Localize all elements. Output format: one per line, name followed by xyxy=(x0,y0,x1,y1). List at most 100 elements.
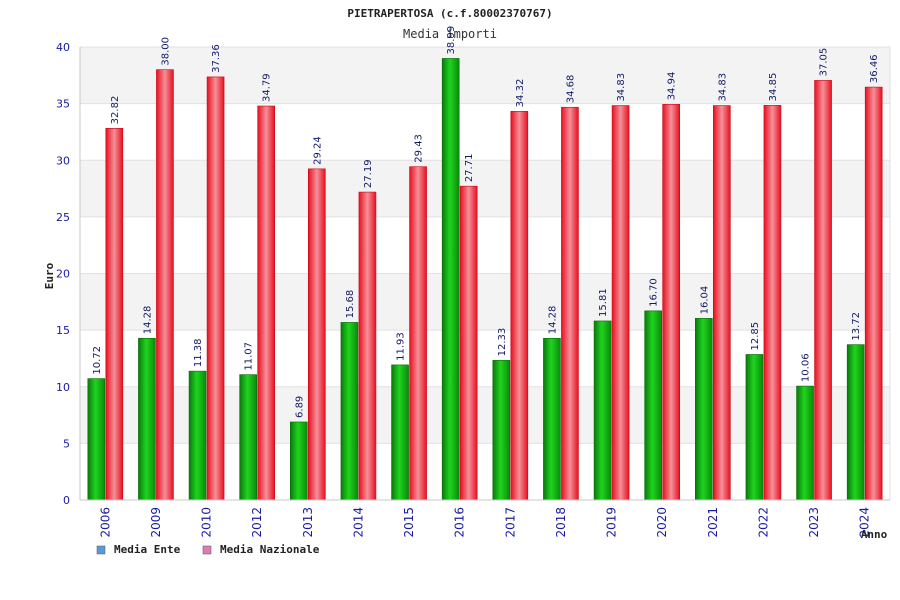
bar-media-ente xyxy=(340,322,359,501)
data-label: 34.32 xyxy=(515,79,526,108)
x-tick-label: 2020 xyxy=(655,507,669,538)
bar-media-nazionale xyxy=(105,128,124,501)
data-label: 37.05 xyxy=(819,48,830,77)
data-label: 34.94 xyxy=(667,72,678,101)
bar-media-ente xyxy=(188,370,207,501)
y-axis-label: Euro xyxy=(43,262,56,289)
legend-label-media-ente: Media Ente xyxy=(114,543,181,556)
bar-media-nazionale xyxy=(206,76,225,501)
bar-media-ente xyxy=(846,344,865,501)
bar-media-ente xyxy=(391,364,409,501)
y-axis-ticks: 0 5 10 15 20 25 30 35 40 xyxy=(56,41,70,507)
bar-media-nazionale xyxy=(308,168,326,501)
data-label: 12.33 xyxy=(497,328,508,357)
data-label: 32.82 xyxy=(110,96,121,125)
data-label: 12.85 xyxy=(750,322,761,351)
bar-media-ente xyxy=(593,320,612,501)
x-tick-label: 2018 xyxy=(554,507,568,538)
bar-media-nazionale xyxy=(611,105,630,501)
x-tick-label: 2013 xyxy=(301,507,315,538)
bar-media-ente xyxy=(290,421,308,501)
legend-swatch-media-nazionale xyxy=(202,545,212,555)
data-labels: 10.72 32.82 14.28 38.00 11.38 37.36 11.07 34.79… xyxy=(92,26,880,418)
x-tick-label: 2016 xyxy=(453,507,467,538)
data-label: 11.38 xyxy=(193,338,204,367)
x-tick-label: 2019 xyxy=(605,507,619,538)
data-label: 38.99 xyxy=(446,26,457,55)
data-label: 27.71 xyxy=(464,154,475,183)
data-label: 34.79 xyxy=(262,73,273,102)
bar-media-nazionale xyxy=(510,111,529,501)
x-axis-label: Anno xyxy=(861,528,888,541)
y-tick-label: 25 xyxy=(56,211,70,224)
bar-media-ente xyxy=(87,378,106,501)
bars xyxy=(87,58,883,501)
bar-media-ente xyxy=(138,337,156,501)
data-label: 34.83 xyxy=(717,73,728,102)
bar-media-ente xyxy=(441,58,460,501)
data-label: 37.36 xyxy=(211,44,222,73)
y-tick-label: 40 xyxy=(56,41,70,54)
bar-media-nazionale xyxy=(156,69,174,501)
data-label: 38.00 xyxy=(160,37,171,66)
bar-media-nazionale xyxy=(713,105,731,501)
bar-media-nazionale xyxy=(763,105,782,501)
data-label: 14.28 xyxy=(142,306,153,335)
bar-media-ente xyxy=(239,374,257,501)
data-label: 16.04 xyxy=(699,286,710,315)
y-tick-label: 15 xyxy=(56,324,70,337)
bar-media-nazionale xyxy=(257,105,275,501)
bar-media-ente xyxy=(644,310,662,501)
bar-media-ente xyxy=(492,360,511,501)
bar-media-ente xyxy=(543,337,561,501)
data-label: 27.19 xyxy=(363,159,374,188)
bar-media-nazionale xyxy=(561,106,579,501)
data-label: 10.06 xyxy=(801,353,812,382)
bar-media-ente xyxy=(745,354,764,501)
x-axis-ticks: 2006 2009 2010 2012 2013 2014 2015 2016 2017 2018… xyxy=(98,507,871,538)
x-tick-label: 2010 xyxy=(200,507,214,538)
data-label: 34.68 xyxy=(565,75,576,104)
bar-media-ente xyxy=(695,318,713,501)
data-label: 15.81 xyxy=(598,288,609,317)
x-tick-label: 2009 xyxy=(149,507,163,538)
y-tick-label: 5 xyxy=(63,437,70,450)
legend-label-media-nazionale: Media Nazionale xyxy=(220,543,320,556)
y-tick-label: 20 xyxy=(56,268,70,281)
data-label: 36.46 xyxy=(869,54,880,83)
data-label: 11.07 xyxy=(244,342,255,371)
bar-media-ente xyxy=(796,385,814,501)
data-label: 34.83 xyxy=(616,73,627,102)
legend: Media Ente Media Nazionale xyxy=(96,543,320,556)
bar-media-nazionale xyxy=(358,191,377,501)
x-tick-label: 2021 xyxy=(706,507,720,538)
data-label: 16.70 xyxy=(649,278,660,307)
bar-media-nazionale xyxy=(409,166,427,501)
y-tick-label: 10 xyxy=(56,381,70,394)
x-tick-label: 2023 xyxy=(807,507,821,538)
data-label: 10.72 xyxy=(92,346,103,375)
bar-media-nazionale xyxy=(459,185,478,501)
x-tick-label: 2024 xyxy=(858,507,872,538)
data-label: 6.89 xyxy=(294,396,305,418)
chart-title: PIETRAPERTOSA (c.f.80002370767) xyxy=(347,7,552,20)
bar-media-nazionale xyxy=(662,104,680,501)
x-tick-label: 2017 xyxy=(503,507,517,538)
x-tick-label: 2012 xyxy=(250,507,264,538)
chart-subtitle: Media importi xyxy=(403,27,497,41)
data-label: 34.85 xyxy=(768,73,779,102)
data-label: 15.68 xyxy=(345,290,356,319)
data-label: 13.72 xyxy=(851,312,862,341)
y-tick-label: 35 xyxy=(56,98,70,111)
legend-swatch-media-ente xyxy=(96,545,106,555)
data-label: 11.93 xyxy=(396,332,407,361)
bar-media-nazionale xyxy=(814,80,832,501)
data-label: 29.43 xyxy=(414,134,425,163)
bar-media-nazionale xyxy=(864,86,883,501)
x-tick-label: 2015 xyxy=(402,507,416,538)
x-tick-label: 2014 xyxy=(351,507,365,538)
y-tick-label: 30 xyxy=(56,154,70,167)
x-tick-label: 2022 xyxy=(756,507,770,538)
y-tick-label: 0 xyxy=(63,494,70,507)
